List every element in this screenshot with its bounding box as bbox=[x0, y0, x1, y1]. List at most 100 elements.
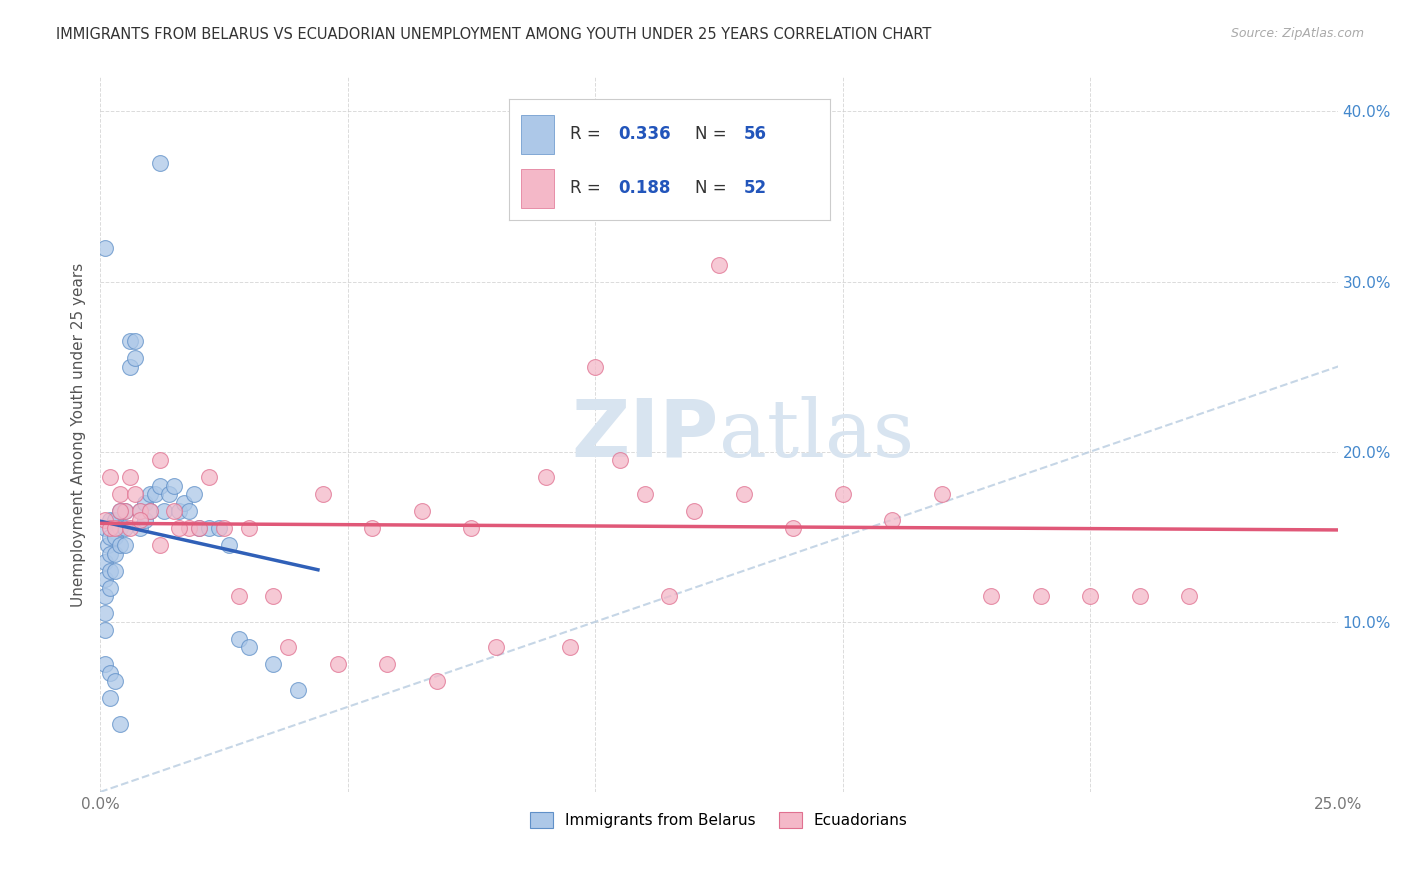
Point bbox=[94, 555, 117, 569]
Text: IMMIGRANTS FROM BELARUS VS ECUADORIAN UNEMPLOYMENT AMONG YOUTH UNDER 25 YEARS CO: IMMIGRANTS FROM BELARUS VS ECUADORIAN UN… bbox=[56, 27, 932, 42]
Point bbox=[169, 521, 191, 535]
Point bbox=[94, 607, 117, 621]
Point bbox=[148, 479, 170, 493]
Point bbox=[1129, 590, 1152, 604]
Point bbox=[94, 241, 117, 255]
Point bbox=[460, 521, 482, 535]
Point bbox=[96, 538, 118, 552]
Point bbox=[159, 487, 181, 501]
Point bbox=[375, 657, 398, 672]
Point bbox=[198, 470, 221, 484]
Point bbox=[134, 496, 156, 510]
Point bbox=[361, 521, 384, 535]
Point bbox=[609, 453, 631, 467]
Point bbox=[198, 521, 221, 535]
Point bbox=[262, 590, 284, 604]
Point bbox=[118, 470, 141, 484]
Point bbox=[633, 487, 655, 501]
Point bbox=[169, 504, 191, 518]
Point bbox=[658, 590, 681, 604]
Point bbox=[104, 547, 127, 561]
Point bbox=[94, 521, 117, 535]
Point bbox=[148, 453, 170, 467]
Point bbox=[583, 359, 606, 374]
Text: atlas: atlas bbox=[718, 396, 914, 474]
Point bbox=[782, 521, 804, 535]
Point bbox=[1029, 590, 1052, 604]
Point bbox=[882, 513, 904, 527]
Point bbox=[98, 521, 121, 535]
Point bbox=[188, 521, 211, 535]
Text: ZIP: ZIP bbox=[572, 396, 718, 474]
Point bbox=[183, 487, 205, 501]
Point bbox=[124, 487, 146, 501]
Point bbox=[287, 682, 309, 697]
Point bbox=[560, 640, 582, 655]
Point bbox=[128, 504, 150, 518]
Point bbox=[143, 487, 166, 501]
Point bbox=[426, 674, 449, 689]
Point bbox=[104, 674, 127, 689]
Point bbox=[104, 530, 127, 544]
Point bbox=[326, 657, 349, 672]
Text: Source: ZipAtlas.com: Source: ZipAtlas.com bbox=[1230, 27, 1364, 40]
Point bbox=[128, 521, 150, 535]
Point bbox=[124, 334, 146, 348]
Point bbox=[148, 155, 170, 169]
Point bbox=[208, 521, 231, 535]
Point bbox=[179, 521, 201, 535]
Point bbox=[108, 717, 131, 731]
Y-axis label: Unemployment Among Youth under 25 years: Unemployment Among Youth under 25 years bbox=[72, 262, 86, 607]
Point bbox=[98, 691, 121, 706]
Point bbox=[534, 470, 557, 484]
Point bbox=[98, 581, 121, 595]
Point bbox=[104, 564, 127, 578]
Point bbox=[931, 487, 953, 501]
Point bbox=[148, 538, 170, 552]
Point bbox=[228, 590, 250, 604]
Point bbox=[212, 521, 235, 535]
Point bbox=[98, 564, 121, 578]
Point bbox=[114, 538, 136, 552]
Point bbox=[108, 538, 131, 552]
Point bbox=[118, 359, 141, 374]
Point bbox=[238, 640, 260, 655]
Point bbox=[98, 513, 121, 527]
Point bbox=[118, 521, 141, 535]
Point bbox=[1178, 590, 1201, 604]
Point bbox=[153, 504, 176, 518]
Point bbox=[94, 624, 117, 638]
Point bbox=[179, 504, 201, 518]
Point bbox=[98, 665, 121, 680]
Point bbox=[134, 513, 156, 527]
Point bbox=[138, 504, 160, 518]
Point bbox=[128, 513, 150, 527]
Point bbox=[108, 504, 131, 518]
Point bbox=[94, 657, 117, 672]
Point bbox=[104, 513, 127, 527]
Point bbox=[733, 164, 755, 178]
Point bbox=[163, 504, 186, 518]
Point bbox=[104, 521, 127, 535]
Point bbox=[118, 334, 141, 348]
Point bbox=[733, 487, 755, 501]
Point bbox=[277, 640, 299, 655]
Point bbox=[124, 351, 146, 366]
Point bbox=[94, 590, 117, 604]
Point bbox=[138, 487, 160, 501]
Point bbox=[238, 521, 260, 535]
Point bbox=[98, 547, 121, 561]
Point bbox=[128, 504, 150, 518]
Point bbox=[980, 590, 1002, 604]
Point bbox=[831, 487, 853, 501]
Point bbox=[108, 521, 131, 535]
Point bbox=[138, 504, 160, 518]
Point bbox=[163, 479, 186, 493]
Point bbox=[114, 521, 136, 535]
Point bbox=[188, 521, 211, 535]
Point bbox=[98, 530, 121, 544]
Point bbox=[218, 538, 240, 552]
Point bbox=[173, 496, 195, 510]
Point bbox=[98, 470, 121, 484]
Point bbox=[94, 513, 117, 527]
